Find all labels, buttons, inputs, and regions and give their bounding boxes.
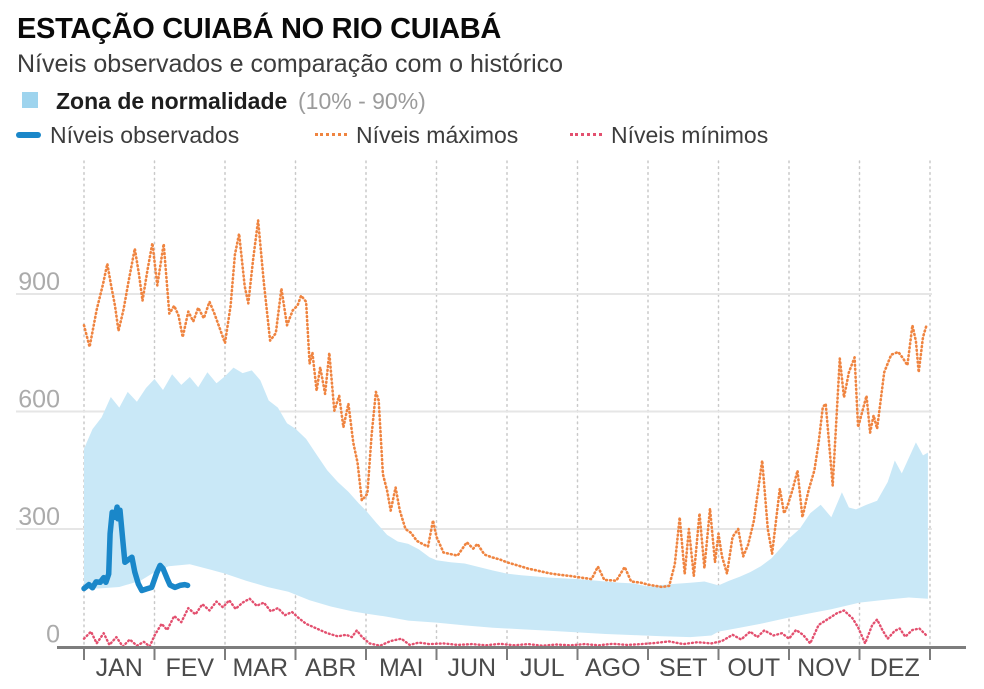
month-label: ABR: [305, 654, 356, 682]
month-label: JAN: [96, 654, 143, 682]
month-label: SET: [659, 654, 708, 682]
observed-line-label: Níveis observados: [50, 122, 240, 148]
month-label: JUL: [520, 654, 565, 682]
minimos-line: [82, 597, 928, 648]
month-label: OUT: [727, 654, 780, 682]
y-tick-label: 600: [18, 386, 60, 414]
y-tick-label: 900: [18, 268, 60, 296]
maximos-line: [82, 219, 928, 589]
month-label: MAR: [232, 654, 288, 682]
month-label: JUN: [447, 654, 496, 682]
observed-line-swatch-icon: [16, 132, 41, 138]
month-label: DEZ: [870, 654, 920, 682]
y-tick-label: 0: [46, 621, 60, 649]
min-line-swatch-icon: [570, 133, 602, 136]
month-label: NOV: [797, 654, 852, 682]
chart-subtitle: Níveis observados e comparação com o his…: [17, 50, 564, 78]
max-line-label: Níveis máximos: [356, 122, 519, 148]
normal-zone-label: Zona de normalidade: [56, 88, 288, 114]
max-line-swatch-icon: [315, 133, 347, 136]
observados-line: [81, 504, 191, 594]
normal-zone-swatch-icon: [22, 92, 38, 108]
page-title: ESTAÇÃO CUIABÁ NO RIO CUIABÁ: [17, 13, 502, 45]
legend-row-lines: Níveis observados Níveis máximos Níveis …: [0, 121, 984, 148]
normal-zone-area: [84, 367, 928, 638]
min-line-label: Níveis mínimos: [611, 122, 769, 148]
normal-zone-range-label: (10% - 90%): [298, 88, 426, 114]
y-tick-label: 300: [18, 503, 60, 531]
month-label: MAI: [379, 654, 423, 682]
month-label: FEV: [165, 654, 214, 682]
month-label: AGO: [585, 654, 641, 682]
